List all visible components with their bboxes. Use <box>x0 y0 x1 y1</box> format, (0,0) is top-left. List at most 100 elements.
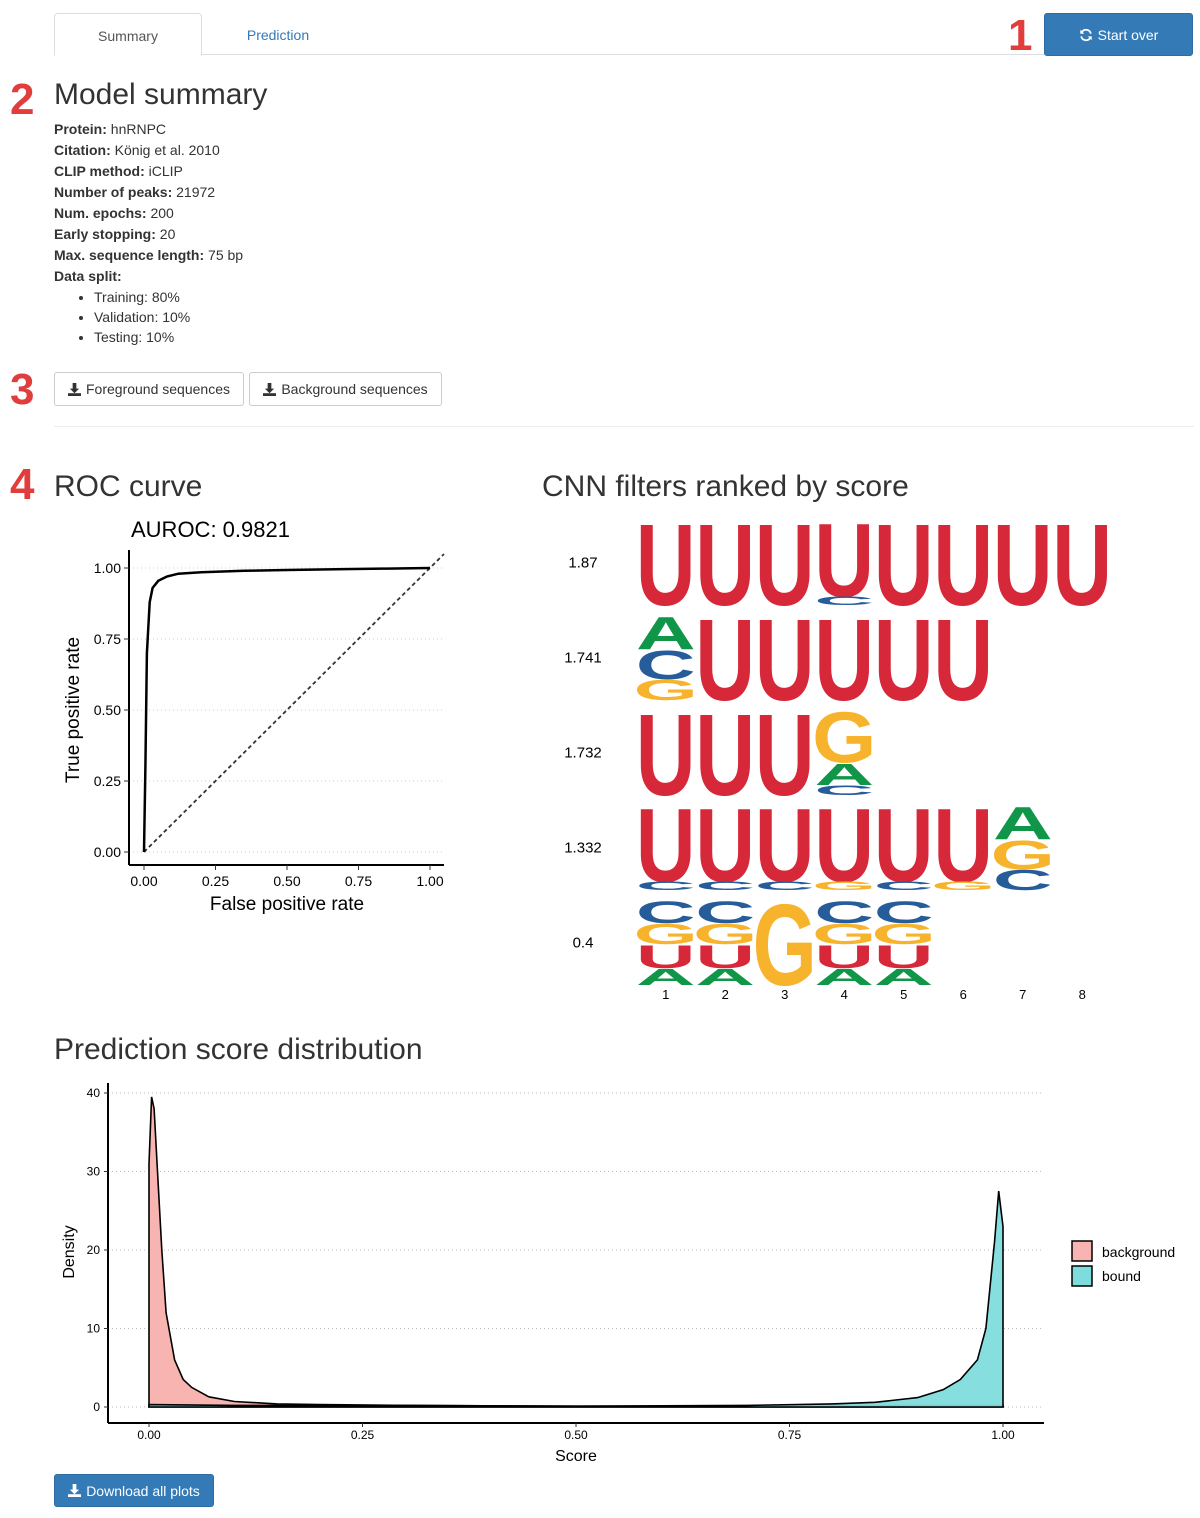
distribution-y-tick-label: 10 <box>87 1322 101 1336</box>
tab-prediction[interactable]: Prediction <box>246 27 310 43</box>
logo-letter-C: C <box>814 782 874 798</box>
bound-density-area <box>148 1191 1004 1408</box>
logo-letter-U: U <box>933 596 993 725</box>
distribution-y-tick-label: 20 <box>87 1243 101 1257</box>
legend-swatch-background <box>1071 1240 1093 1262</box>
roc-x-label: False positive rate <box>210 894 364 915</box>
info-data-split: Data split: <box>54 268 122 284</box>
tab-summary[interactable]: Summary <box>54 13 202 56</box>
logo-letter-G: G <box>812 918 876 950</box>
download-foreground-label: Foreground sequences <box>86 381 230 397</box>
logo-position-label: 3 <box>781 987 788 1002</box>
logo-letter-A: A <box>636 607 696 659</box>
download-background-label: Background sequences <box>281 381 428 397</box>
logo-letter-G: G <box>693 918 757 950</box>
logo-letter-G: G <box>753 881 817 1010</box>
download-icon <box>263 382 277 396</box>
legend-swatch-bound <box>1071 1265 1093 1287</box>
filter-score: 1.87 <box>568 555 597 572</box>
download-all-plots-label: Download all plots <box>86 1482 200 1499</box>
cnn-heading: CNN filters ranked by score <box>542 470 909 503</box>
tab-bar: Summary Prediction <box>54 13 1192 56</box>
logo-letter-G: G <box>634 918 698 950</box>
distribution-y-tick-label: 40 <box>87 1086 101 1100</box>
logo-letter-A: A <box>814 758 874 792</box>
roc-chart: AUROC: 0.9821 0.00 0.00 0.25 0.25 0.50 0.50 0.… <box>63 517 445 915</box>
download-background-button[interactable]: Background sequences <box>249 372 442 406</box>
logo-letter-U: U <box>814 596 874 725</box>
logo-letter-U: U <box>874 787 934 904</box>
logo-position-label: 2 <box>722 987 729 1002</box>
logo-letter-U: U <box>636 505 696 630</box>
roc-x-tick-label: 0.50 <box>273 873 300 889</box>
logo-letter-U: U <box>874 505 934 630</box>
logo-letter-U: U <box>695 596 755 725</box>
download-all-plots-button[interactable]: Download all plots <box>54 1474 214 1507</box>
start-over-label: Start over <box>1097 26 1159 43</box>
logo-letter-G: G <box>812 880 876 893</box>
logo-position-label: 5 <box>900 987 907 1002</box>
download-icon <box>68 1484 82 1497</box>
logo-letter-U: U <box>814 787 874 904</box>
logo-letter-U: U <box>755 596 815 725</box>
distribution-y-label: Density <box>61 1225 78 1278</box>
logo-letter-G: G <box>931 880 995 893</box>
start-over-button[interactable]: Start over <box>1044 13 1193 56</box>
roc-curve-line <box>142 566 431 853</box>
list-item: Testing: 10% <box>94 327 243 347</box>
roc-y-label: True positive rate <box>63 637 84 783</box>
logo-letter-A: A <box>695 964 755 990</box>
logo-letter-U: U <box>695 691 755 820</box>
logo-letter-A: A <box>814 964 874 990</box>
logo-letter-C: C <box>993 864 1053 896</box>
logo-position-label: 6 <box>960 987 967 1002</box>
logo-letter-G: G <box>812 698 876 778</box>
logo-letter-C: C <box>874 880 934 893</box>
logo-position-label: 1 <box>662 987 669 1002</box>
annotation-marker-2: 2 <box>10 75 35 124</box>
roc-x-tick-label: 0.25 <box>202 873 229 889</box>
logo-letter-C: C <box>695 895 755 930</box>
logo-letter-G: G <box>872 918 936 950</box>
logo-letter-U: U <box>814 939 874 975</box>
logo-letter-C: C <box>814 895 874 930</box>
info-clip-method: CLIP method: iCLIP <box>54 163 183 179</box>
logo-letter-G: G <box>991 832 1055 878</box>
distribution-x-label: Score <box>555 1448 597 1465</box>
logo-position-label: 4 <box>841 987 848 1002</box>
background-density-area <box>148 1096 1004 1408</box>
logo-letter-U: U <box>993 505 1053 630</box>
distribution-x-tick-label: 0.50 <box>564 1428 588 1442</box>
info-max-seq-length: Max. sequence length: 75 bp <box>54 247 244 263</box>
logo-letter-U: U <box>755 691 815 820</box>
logo-letter-U: U <box>874 939 934 975</box>
logo-letter-A: A <box>874 964 934 990</box>
logo-letter-A: A <box>636 964 696 990</box>
distribution-y-tick-label: 0 <box>93 1400 100 1414</box>
logo-letter-U: U <box>814 505 874 619</box>
logo-letter-U: U <box>933 505 993 630</box>
roc-title: AUROC: 0.9821 <box>131 517 290 542</box>
filter-score: 1.332 <box>564 840 602 857</box>
logo-letter-U: U <box>695 939 755 975</box>
logo-letter-C: C <box>874 895 934 930</box>
logo-letter-U: U <box>874 596 934 725</box>
list-item: Validation: 10% <box>94 307 243 327</box>
model-summary-info: Protein: hnRNPC Citation: König et al. 2… <box>54 119 243 347</box>
logo-letter-U: U <box>636 691 696 820</box>
info-protein: Protein: hnRNPC <box>54 121 167 137</box>
distribution-x-tick-label: 0.75 <box>778 1428 802 1442</box>
download-icon <box>68 382 81 396</box>
roc-y-tick-label: 0.00 <box>94 844 121 860</box>
roc-x-tick-label: 0.00 <box>130 873 157 889</box>
roc-heading: ROC curve <box>54 470 203 503</box>
annotation-marker-4: 4 <box>10 460 35 509</box>
logo-letter-U: U <box>636 939 696 975</box>
logo-letter-C: C <box>814 595 874 608</box>
distribution-y-tick-label: 30 <box>87 1165 101 1179</box>
legend-label-bound: bound <box>1102 1268 1141 1284</box>
download-foreground-button[interactable]: Foreground sequences <box>54 372 244 406</box>
roc-y-tick-label: 0.25 <box>94 773 121 789</box>
logo-letter-C: C <box>636 895 696 930</box>
